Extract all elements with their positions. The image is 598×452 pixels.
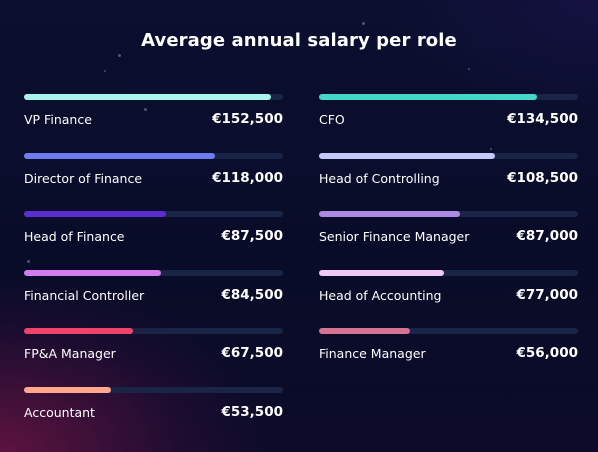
salary-row: Financial Controller €84,500 — [24, 269, 284, 310]
salary-row: Head of Controlling €108,500 — [319, 152, 578, 193]
background-star — [468, 68, 470, 70]
salary-bar — [24, 269, 161, 276]
role-label: Accountant — [24, 404, 95, 420]
bar-track — [24, 269, 283, 276]
salary-row: CFO €134,500 — [319, 94, 578, 134]
background-star — [490, 148, 492, 150]
bar-track — [319, 328, 578, 334]
salary-value-label: €134,500 — [507, 111, 578, 127]
role-label: Head of Controlling — [319, 170, 440, 186]
salary-bar — [24, 386, 111, 393]
role-label: CFO — [319, 112, 345, 127]
role-label: Head of Finance — [24, 229, 125, 244]
salary-value-label: €87,000 — [516, 228, 579, 244]
salary-row: Head of Finance €87,500 — [24, 211, 283, 251]
chart-title: Average annual salary per role — [141, 30, 457, 51]
salary-value-label: €53,500 — [221, 403, 284, 420]
bar-track — [24, 152, 283, 159]
salary-row: FP&A Manager €67,500 — [24, 328, 283, 368]
background-star — [362, 22, 365, 25]
salary-row: Finance Manager €56,000 — [319, 328, 578, 368]
salary-row: Director of Finance €118,000 — [24, 152, 283, 193]
salary-bar — [24, 211, 166, 217]
background-star — [144, 108, 147, 111]
role-label: Financial Controller — [24, 287, 145, 303]
salary-row: Head of Accounting €77,000 — [319, 269, 579, 310]
salary-value-label: €67,500 — [221, 345, 284, 361]
bar-track — [319, 211, 578, 217]
salary-row: Senior Finance Manager €87,000 — [319, 211, 578, 251]
salary-value-label: €56,000 — [516, 345, 579, 361]
role-label: Director of Finance — [24, 170, 143, 186]
salary-bar — [24, 328, 133, 334]
salary-bar — [319, 211, 460, 217]
role-label: Senior Finance Manager — [319, 229, 470, 244]
role-label: Head of Accounting — [319, 287, 442, 303]
bar-track — [24, 386, 283, 393]
role-label: Finance Manager — [319, 346, 426, 361]
salary-value-label: €77,000 — [516, 286, 579, 303]
bar-track — [24, 328, 283, 334]
salary-row: VP Finance €152,500 — [24, 94, 283, 134]
bar-track — [319, 269, 578, 276]
salary-bar — [319, 94, 537, 100]
bar-track — [24, 94, 283, 100]
background-star — [104, 70, 106, 72]
salary-row: Accountant €53,500 — [24, 386, 284, 427]
salary-bar — [319, 269, 444, 276]
salary-bar — [319, 328, 410, 334]
bar-track — [24, 211, 283, 217]
salary-bar — [319, 152, 495, 159]
salary-value-label: €152,500 — [212, 111, 283, 127]
salary-value-label: €84,500 — [221, 286, 284, 303]
background-star — [27, 260, 30, 263]
salary-value-label: €118,000 — [212, 169, 283, 186]
bar-track — [319, 152, 578, 159]
bar-track — [319, 94, 578, 100]
background-star — [118, 54, 121, 57]
salary-value-label: €87,500 — [221, 228, 284, 244]
salary-bar — [24, 94, 271, 100]
role-label: VP Finance — [24, 112, 92, 127]
salary-value-label: €108,500 — [507, 169, 578, 186]
role-label: FP&A Manager — [24, 346, 116, 361]
salary-bar — [24, 152, 215, 159]
